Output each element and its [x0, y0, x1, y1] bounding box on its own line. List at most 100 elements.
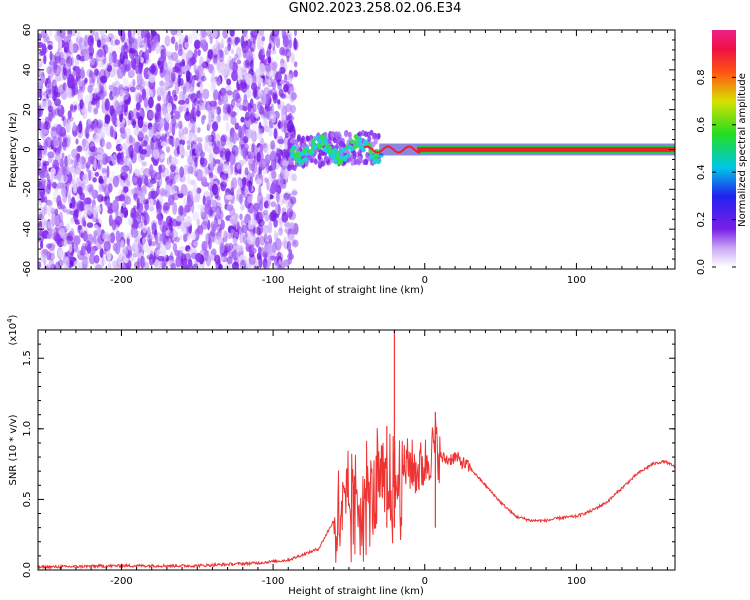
- heatmap-noise-cell: [84, 77, 88, 84]
- heatmap-noise-cell: [179, 34, 185, 44]
- heatmap-noise-cell: [252, 248, 257, 254]
- heatmap-noise-cell: [207, 104, 213, 114]
- heatmap-noise-cell: [146, 109, 154, 121]
- heatmap-noise-cell: [128, 110, 134, 121]
- heatmap-noise-cell: [109, 105, 115, 117]
- heatmap-signal-wave: [363, 145, 421, 154]
- heatmap-noise-cell: [100, 75, 108, 84]
- heatmap-transition-cell: [292, 165, 297, 171]
- heatmap-transition-cell: [324, 155, 329, 162]
- heatmap-noise-cell: [159, 117, 164, 128]
- heatmap-noise-cell: [69, 40, 74, 53]
- heatmap-noise-cell: [182, 85, 187, 95]
- heatmap-noise-cell: [262, 224, 270, 234]
- heatmap-noise-cell: [286, 120, 294, 133]
- heatmap-noise-cell: [270, 103, 274, 116]
- x-tick-label: -200: [110, 275, 133, 286]
- heatmap-noise-cell: [38, 148, 43, 162]
- heatmap-transition-cell: [373, 138, 378, 145]
- heatmap-noise-cell: [156, 201, 161, 210]
- heatmap-noise-cell: [279, 46, 285, 56]
- heatmap-noise-cell: [141, 127, 145, 133]
- heatmap-noise-cell: [146, 39, 154, 49]
- heatmap-noise-cell: [219, 229, 227, 238]
- heatmap-noise-cell: [249, 98, 254, 109]
- heatmap-noise-cell: [76, 145, 83, 153]
- heatmap-noise-cell: [70, 103, 74, 111]
- y-axis-label: Frequency (Hz): [8, 112, 19, 188]
- heatmap-noise-cell: [51, 79, 57, 89]
- heatmap-noise-cell: [111, 199, 119, 213]
- heatmap-noise-cell: [266, 243, 273, 254]
- heatmap-noise-cell: [117, 152, 121, 166]
- heatmap-noise-cell: [124, 177, 132, 189]
- heatmap-noise-cell: [236, 46, 242, 60]
- heatmap-signal-cell: [304, 151, 309, 157]
- heatmap-noise-cell: [77, 185, 83, 195]
- heatmap-noise-cell: [132, 30, 137, 35]
- heatmap-noise-cell: [168, 230, 174, 239]
- heatmap-noise-cell: [260, 246, 265, 257]
- heatmap-noise-cell: [255, 101, 260, 113]
- heatmap-noise-cell: [150, 241, 157, 247]
- heatmap-noise-cell: [271, 49, 277, 55]
- heatmap-noise-cell: [104, 98, 110, 111]
- heatmap-noise-cell: [84, 197, 92, 205]
- heatmap-noise-cell: [79, 99, 84, 110]
- heatmap-noise-cell: [176, 145, 181, 155]
- heatmap-noise-cell: [253, 202, 260, 212]
- heatmap-noise-cell: [120, 165, 127, 177]
- heatmap-noise-cell: [111, 219, 117, 231]
- heatmap-noise-cell: [73, 167, 82, 175]
- heatmap-signal-cell: [310, 138, 316, 144]
- heatmap-noise-cell: [268, 127, 273, 137]
- heatmap-noise-cell: [103, 240, 111, 252]
- heatmap-noise-cell: [182, 209, 186, 217]
- heatmap-noise-cell: [279, 107, 286, 115]
- heatmap-noise-cell: [213, 146, 220, 155]
- heatmap-noise-cell: [128, 135, 133, 144]
- heatmap-noise-cell: [76, 66, 81, 79]
- heatmap-noise-cell: [211, 199, 218, 209]
- heatmap-noise-cell: [55, 224, 61, 231]
- heatmap-noise-cell: [40, 196, 45, 203]
- heatmap-noise-cell: [279, 66, 286, 74]
- heatmap-noise-cell: [148, 206, 155, 212]
- heatmap-noise-cell: [109, 125, 114, 138]
- heatmap-noise-cell: [107, 208, 114, 214]
- heatmap-noise-cell: [38, 108, 42, 119]
- heatmap-signal-cell: [291, 144, 297, 150]
- heatmap-noise-cell: [127, 119, 131, 126]
- heatmap-noise-cell: [96, 39, 102, 48]
- heatmap-noise-cell: [48, 227, 53, 240]
- heatmap-signal-cell: [370, 154, 375, 160]
- heatmap-noise-cell: [82, 255, 88, 269]
- heatmap-transition-cell: [372, 133, 376, 140]
- heatmap-noise-cell: [155, 104, 162, 113]
- heatmap-noise-cell: [74, 57, 80, 66]
- heatmap-noise-cell: [185, 215, 192, 227]
- heatmap-noise-cell: [78, 37, 85, 50]
- heatmap-noise-cell: [236, 244, 244, 252]
- heatmap-noise-cell: [88, 184, 94, 196]
- heatmap-noise-cell: [163, 99, 168, 108]
- heatmap-noise-cell: [93, 122, 99, 134]
- heatmap-noise-cell: [174, 249, 181, 257]
- heatmap-noise-cell: [210, 221, 217, 230]
- heatmap-noise-cell: [156, 249, 161, 256]
- heatmap-noise-cell: [264, 64, 272, 76]
- heatmap-noise-cell: [268, 220, 273, 234]
- heatmap-noise-cell: [254, 113, 259, 119]
- heatmap-noise-cell: [50, 173, 54, 184]
- heatmap-noise-cell: [257, 127, 263, 140]
- heatmap-noise-cell: [117, 30, 122, 37]
- heatmap-noise-cell: [137, 176, 143, 188]
- heatmap-noise-cell: [157, 240, 164, 248]
- heatmap-noise-cell: [39, 228, 43, 237]
- heatmap-noise-cell: [172, 202, 176, 211]
- heatmap-transition-cell: [363, 131, 368, 138]
- chart-title: GN02.2023.258.02.06.E34: [288, 1, 462, 16]
- heatmap-noise-cell: [74, 244, 79, 253]
- heatmap-noise-cell: [178, 120, 183, 129]
- heatmap-noise-cell: [267, 56, 272, 64]
